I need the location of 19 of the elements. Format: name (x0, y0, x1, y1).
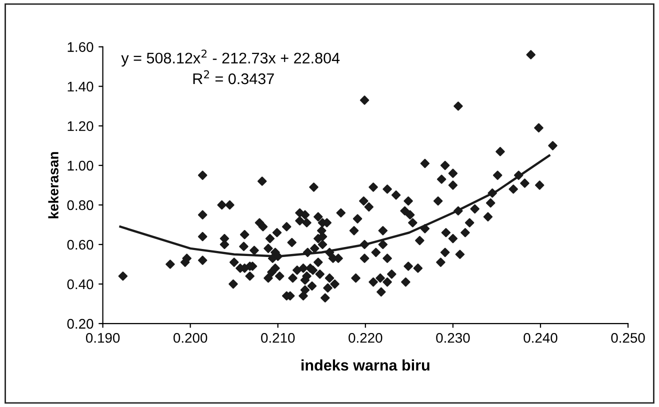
y-tick-label: 1.60 (68, 42, 94, 52)
x-tick-label: 0.210 (261, 332, 295, 343)
x-tick-label: 0.190 (86, 332, 120, 343)
x-tick-label: 0.250 (611, 332, 645, 343)
x-tick-label: 0.220 (348, 332, 382, 343)
x-tick-label: 0.230 (436, 332, 470, 343)
y-tick-label: 0.80 (67, 200, 94, 210)
y-tick-label: 0.40 (67, 279, 94, 290)
x-tick-label: 0.200 (174, 332, 208, 343)
annotation: y = 508.12x$^{2}$ - 212.73x + 22.804 (121, 50, 340, 67)
y-tick-label: 1.40 (68, 82, 94, 92)
x-axis-title: indeks warna biru (302, 359, 430, 371)
annotation: R$^{2}$ = 0.3437 (193, 70, 274, 84)
y-tick-label: 1.20 (68, 121, 94, 132)
y-tick-label: 0.20 (67, 318, 94, 329)
y-tick-label: 0.60 (67, 240, 94, 250)
y-axis-title: kekerasan (48, 152, 58, 218)
x-tick-label: 0.240 (524, 332, 558, 343)
y-tick-label: 1.00 (68, 160, 94, 171)
